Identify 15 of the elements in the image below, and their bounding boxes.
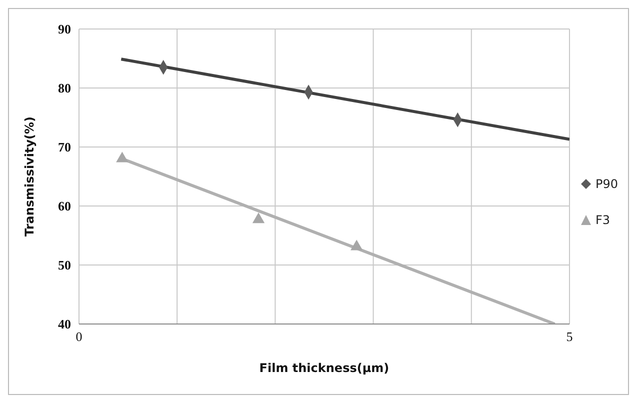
- y-tick-label: 90: [58, 22, 71, 37]
- x-tick-label: 5: [566, 329, 573, 344]
- legend-label: F3: [595, 212, 610, 226]
- y-tick-label: 40: [58, 316, 71, 332]
- x-tick-label: 0: [76, 329, 82, 344]
- point: [116, 152, 128, 162]
- point: [252, 212, 265, 224]
- y-tick-label: 60: [58, 198, 71, 214]
- point: [350, 240, 363, 250]
- legend-label: P90: [595, 176, 618, 190]
- y-tick-label: 80: [58, 80, 71, 96]
- y-tick-label: 50: [58, 258, 71, 273]
- y-axis-title: Transmissivity(%): [22, 116, 36, 237]
- y-tick-label: 70: [58, 140, 71, 155]
- x-axis-title: Film thickness(μm): [259, 361, 390, 375]
